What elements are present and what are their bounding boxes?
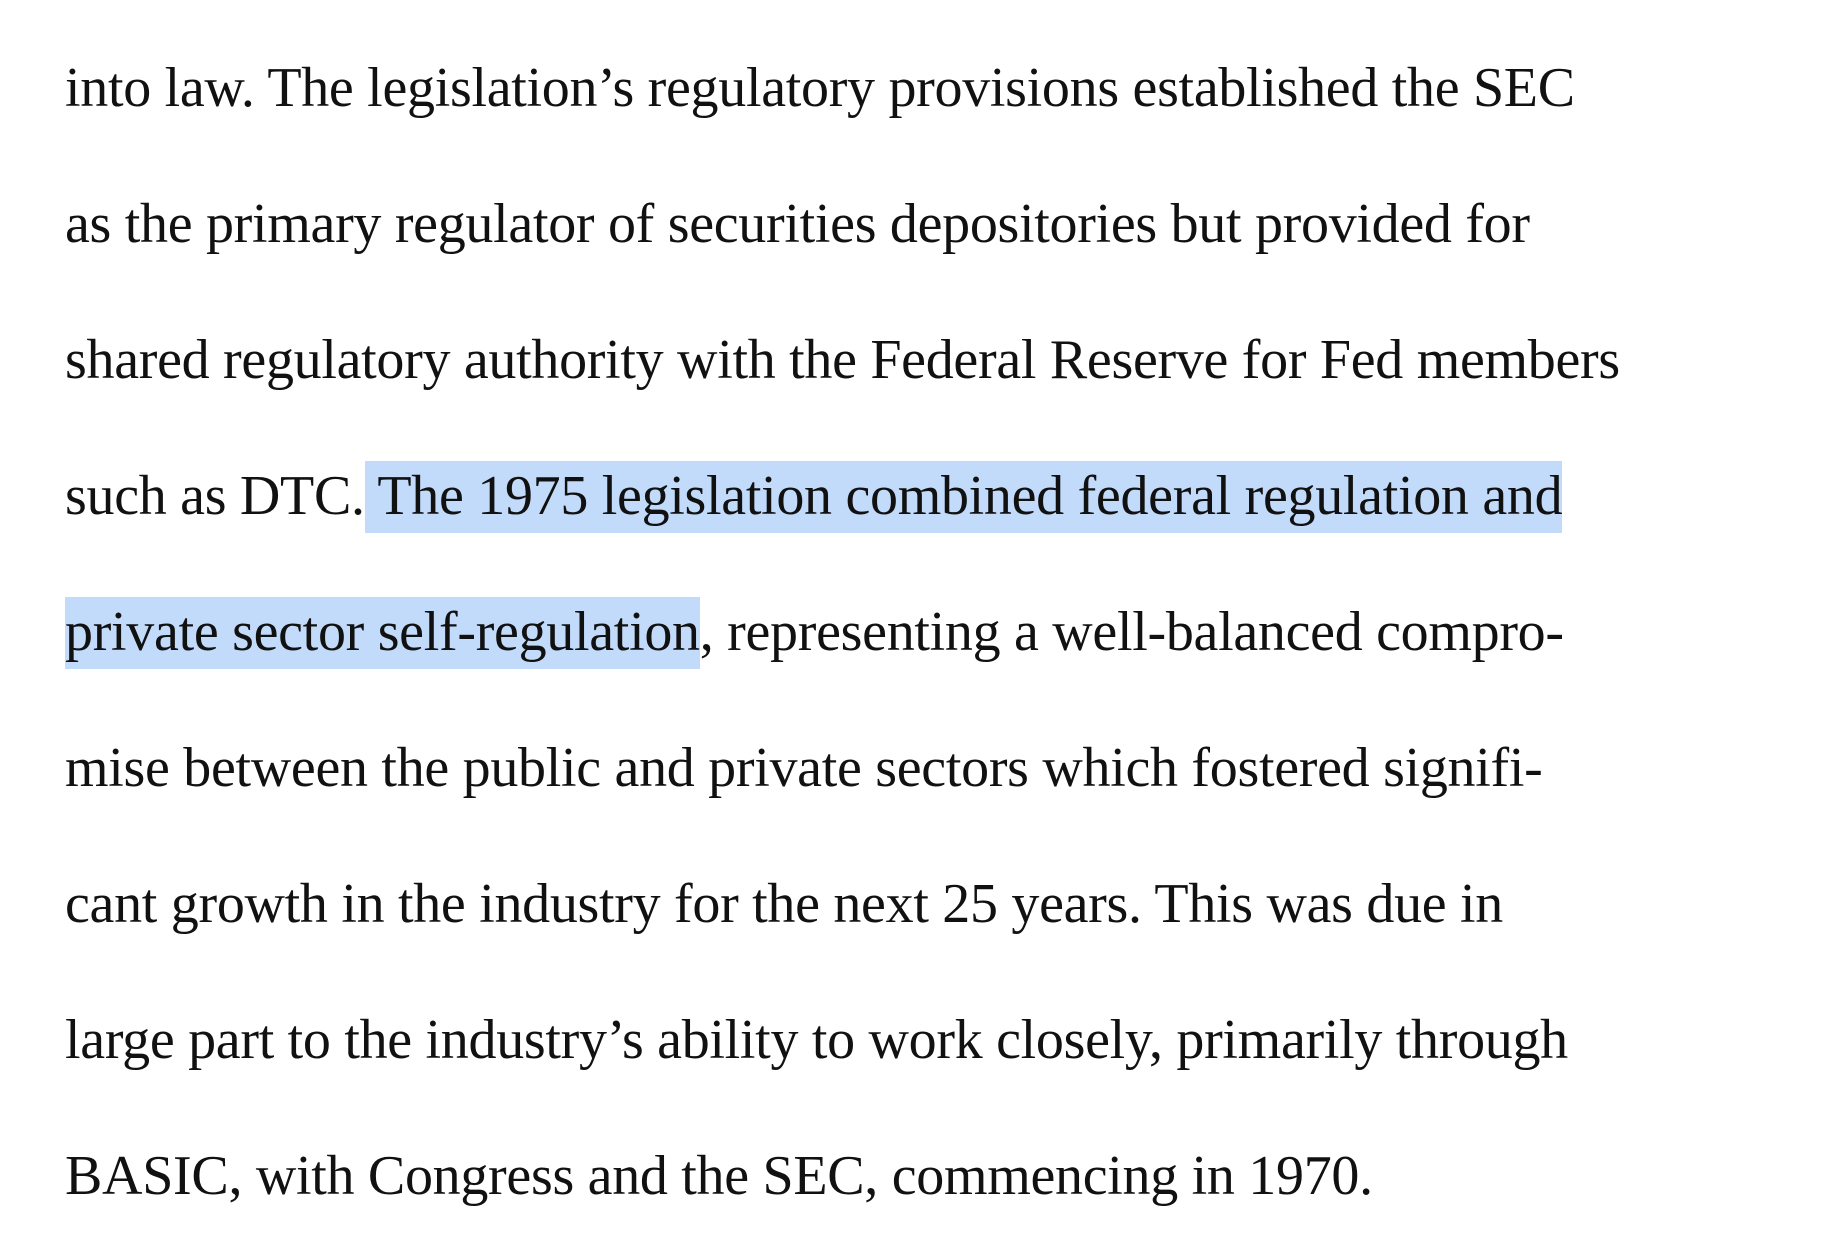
text-line: private sector self-regulation, represen… — [65, 564, 1564, 700]
text-segment: shared regulatory authority with the Fed… — [65, 329, 1620, 391]
text-line: such as DTC. The 1975 legislation combin… — [65, 428, 1563, 564]
text-line: large part to the industry’s ability to … — [65, 972, 1568, 1108]
text-line: cant growth in the industry for the next… — [65, 836, 1503, 972]
highlighted-text-selection[interactable]: The 1975 legislation combined federal re… — [364, 461, 1563, 533]
text-segment: large part to the industry’s ability to … — [65, 1009, 1568, 1071]
text-line: shared regulatory authority with the Fed… — [65, 292, 1620, 428]
text-line: BASIC, with Congress and the SEC, commen… — [65, 1108, 1373, 1244]
text-segment: BASIC, with Congress and the SEC, commen… — [65, 1145, 1373, 1207]
text-line: as the primary regulator of securities d… — [65, 156, 1530, 292]
text-segment: such as DTC. — [65, 465, 365, 527]
text-line: mise between the public and private sect… — [65, 700, 1543, 836]
text-segment: into law. The legislation’s regulatory p… — [65, 57, 1575, 119]
text-line: into law. The legislation’s regulatory p… — [65, 20, 1575, 156]
highlighted-text-selection[interactable]: private sector self-regulation — [65, 597, 700, 669]
text-segment: mise between the public and private sect… — [65, 737, 1543, 799]
text-segment: cant growth in the industry for the next… — [65, 873, 1503, 935]
text-segment: , representing a well-balanced compro- — [699, 601, 1564, 663]
text-segment: as the primary regulator of securities d… — [65, 193, 1530, 255]
